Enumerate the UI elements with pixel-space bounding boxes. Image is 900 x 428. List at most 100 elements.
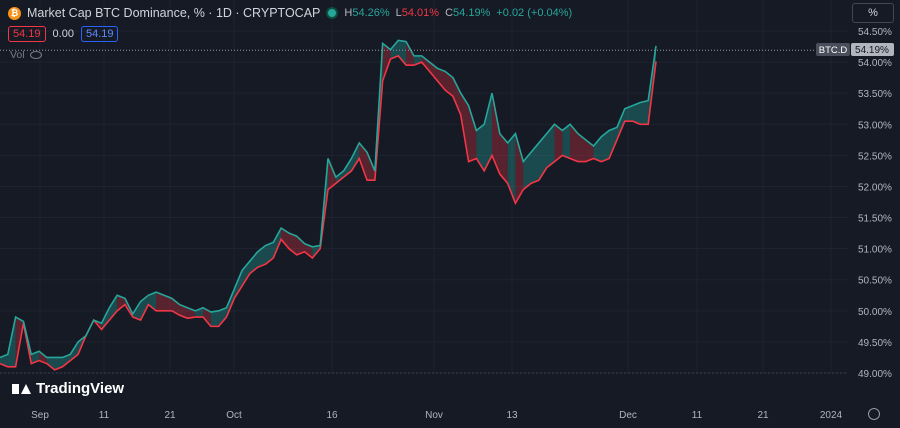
tradingview-logo: TradingView bbox=[12, 380, 124, 397]
band-segment bbox=[562, 124, 571, 159]
close-value: 54.19% bbox=[453, 7, 491, 19]
band-segment bbox=[210, 310, 219, 327]
x-tick-label: Nov bbox=[425, 410, 443, 421]
high-value: 54.26% bbox=[352, 7, 390, 19]
band-segment bbox=[195, 307, 204, 318]
band-segment bbox=[132, 301, 141, 321]
band-segment bbox=[203, 307, 211, 327]
y-tick-label: 53.50% bbox=[858, 89, 892, 100]
band-segment bbox=[296, 236, 305, 255]
band-segment bbox=[523, 152, 532, 190]
band-segment bbox=[554, 124, 563, 162]
band-segment bbox=[218, 307, 227, 327]
fill-layer bbox=[0, 40, 656, 370]
x-tick-label: Dec bbox=[619, 410, 637, 421]
band-segment bbox=[515, 133, 524, 204]
indicator-value-1[interactable]: 54.19 bbox=[8, 26, 46, 42]
band-segment bbox=[46, 357, 55, 370]
band-segment bbox=[179, 304, 188, 319]
band-segment bbox=[546, 124, 555, 168]
y-tick-label: 52.50% bbox=[858, 151, 892, 162]
low-value: 54.01% bbox=[401, 7, 440, 19]
band-segment bbox=[382, 43, 391, 81]
y-tick-label: 54.50% bbox=[858, 27, 892, 38]
axis-layer: 54.50% 54.00% 53.50% 53.00% 52.50% 52.00% 51.5… bbox=[31, 27, 892, 421]
eye-icon[interactable] bbox=[29, 51, 42, 59]
value-tag: 54.19% bbox=[855, 45, 889, 56]
ohlc-values: H54.26% L54.01% C54.19% +0.02 (+0.04%) bbox=[344, 7, 572, 19]
band-segment bbox=[335, 170, 344, 184]
x-tick-label: 16 bbox=[326, 410, 338, 421]
indicator-values: 54.19 0.00 54.19 bbox=[8, 26, 119, 42]
band-segment bbox=[577, 133, 586, 162]
x-tick-label: 11 bbox=[692, 410, 703, 421]
band-segment bbox=[156, 292, 164, 311]
band-segment bbox=[624, 105, 633, 122]
grid-layer bbox=[0, 0, 848, 374]
band-segment bbox=[507, 133, 516, 204]
symbol-tag-bg bbox=[816, 43, 850, 56]
y-tick-label: 49.50% bbox=[858, 338, 892, 349]
band-segment bbox=[367, 152, 375, 181]
gear-icon[interactable] bbox=[868, 408, 880, 420]
band-segment bbox=[492, 93, 500, 175]
band-segment bbox=[460, 93, 469, 162]
band-segment bbox=[164, 295, 172, 311]
band-segment bbox=[117, 295, 125, 311]
x-tick-label: 21 bbox=[757, 410, 769, 421]
y-tick-label: 50.50% bbox=[858, 276, 892, 287]
band-segment bbox=[140, 295, 149, 321]
band-segment bbox=[484, 93, 492, 171]
y-tick-label: 52.00% bbox=[858, 182, 892, 193]
indicator-value-3[interactable]: 54.19 bbox=[80, 26, 119, 42]
band-segment bbox=[273, 228, 282, 258]
band-segment bbox=[445, 71, 453, 97]
x-tick-label: 21 bbox=[164, 410, 176, 421]
volume-label: Vol bbox=[10, 49, 25, 61]
band-segment bbox=[359, 142, 368, 181]
x-tick-label: Oct bbox=[226, 410, 242, 421]
band-segment bbox=[328, 158, 336, 190]
band-segment bbox=[601, 130, 610, 162]
brand-name: TradingView bbox=[36, 380, 125, 397]
band-segment bbox=[406, 41, 414, 66]
band-segment bbox=[351, 142, 360, 171]
low-label: L bbox=[395, 7, 402, 19]
y-tick-label: 50.00% bbox=[858, 307, 892, 318]
high-label: H bbox=[344, 7, 353, 19]
value-tag-bg bbox=[851, 43, 894, 56]
y-tick-label: 51.00% bbox=[858, 245, 892, 256]
band-segment bbox=[593, 136, 602, 162]
band-segment bbox=[452, 77, 461, 115]
chart-header: ₿ Market Cap BTC Dominance, % · 1D · CRY… bbox=[8, 5, 572, 21]
band-segment bbox=[616, 108, 625, 140]
bitcoin-icon: ₿ bbox=[8, 6, 21, 20]
band-segment bbox=[398, 40, 407, 66]
y-tick-label: 49.00% bbox=[858, 369, 892, 380]
band-segment bbox=[609, 127, 617, 159]
band-segment bbox=[531, 142, 539, 184]
band-segment bbox=[468, 105, 477, 162]
band-segment bbox=[343, 158, 352, 178]
series-line-high bbox=[0, 39, 657, 359]
band-segment bbox=[538, 133, 547, 181]
band-segment bbox=[476, 124, 485, 171]
band-segment bbox=[281, 228, 289, 249]
band-segment bbox=[437, 68, 446, 91]
x-tick-label: 2024 bbox=[820, 410, 843, 421]
symbol-tag: BTC.D bbox=[819, 45, 848, 56]
market-status-icon bbox=[326, 7, 339, 19]
band-segment bbox=[109, 295, 118, 321]
change-value: +0.02 (+0.04%) bbox=[496, 7, 573, 19]
y-tick-label: 53.00% bbox=[858, 120, 892, 131]
symbol-title[interactable]: Market Cap BTC Dominance, % · 1D · CRYPT… bbox=[27, 6, 321, 20]
band-segment bbox=[499, 133, 508, 184]
x-tick-label: Sep bbox=[31, 410, 49, 421]
band-segment bbox=[640, 100, 649, 125]
percent-toggle[interactable]: % bbox=[852, 3, 894, 23]
x-tick-label: 11 bbox=[99, 410, 110, 421]
volume-legend[interactable]: Vol bbox=[10, 49, 42, 61]
indicator-value-2: 0.00 bbox=[52, 28, 74, 40]
